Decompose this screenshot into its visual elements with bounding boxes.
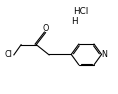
Text: N: N (102, 50, 107, 59)
Text: HCl: HCl (73, 7, 88, 16)
Text: H: H (71, 17, 78, 27)
Text: Cl: Cl (5, 50, 13, 59)
Text: O: O (42, 24, 49, 33)
